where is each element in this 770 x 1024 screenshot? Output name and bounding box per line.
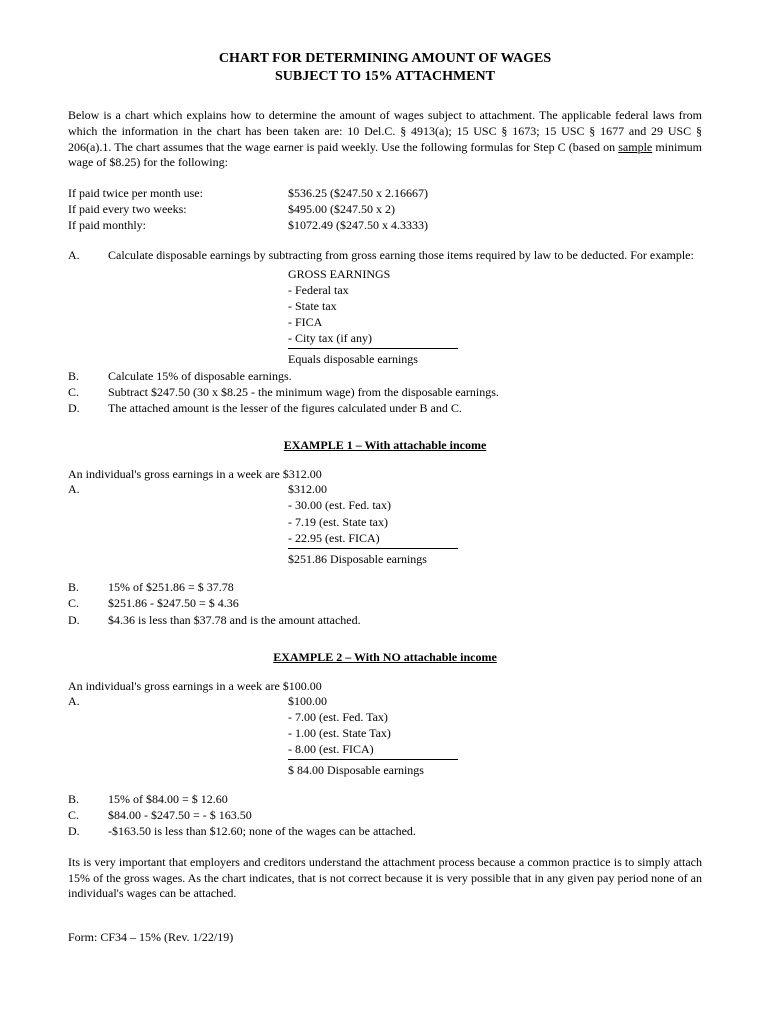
step-text: Subtract $247.50 (30 x $8.25 - the minim… [108, 384, 702, 400]
step-d: D. The attached amount is the lesser of … [68, 400, 702, 416]
example-2-steps: B. 15% of $84.00 = $ 12.60 C. $84.00 - $… [68, 791, 702, 840]
step-text: $4.36 is less than $37.78 and is the amo… [108, 612, 361, 628]
step-letter: C. [68, 384, 108, 400]
intro-text-1: Below is a chart which explains how to d… [68, 108, 702, 153]
horizontal-rule [288, 759, 458, 760]
step-letter: D. [68, 400, 108, 416]
example-2-title: EXAMPLE 2 – With NO attachable income [68, 650, 702, 665]
step-letter: C. [68, 595, 108, 611]
ex2-gross: $100.00 [288, 693, 702, 709]
deduction-item: - FICA [288, 314, 702, 330]
example-1-steps: B. 15% of $251.86 = $ 37.78 C. $251.86 -… [68, 579, 702, 628]
step-letter: C. [68, 807, 108, 823]
step-text: $84.00 - $247.50 = - $ 163.50 [108, 807, 252, 823]
step-letter: A. [68, 694, 108, 709]
formula-label: If paid twice per month use: [68, 185, 288, 201]
deductions-result: Equals disposable earnings [288, 351, 702, 367]
example-2-intro: An individual's gross earnings in a week… [68, 679, 702, 694]
horizontal-rule [288, 348, 458, 349]
step-text: 15% of $251.86 = $ 37.78 [108, 579, 234, 595]
step-a: A. Calculate disposable earnings by subt… [68, 247, 702, 263]
step-letter: D. [68, 612, 108, 628]
ex2-result: $ 84.00 Disposable earnings [288, 762, 702, 778]
intro-sample-word: sample [618, 140, 652, 154]
example-1-calc: $312.00 - 30.00 (est. Fed. tax) - 7.19 (… [288, 481, 702, 567]
ex2-item: - 7.00 (est. Fed. Tax) [288, 709, 702, 725]
step-letter: B. [68, 368, 108, 384]
step-letter: A. [68, 247, 108, 263]
ex2-step-b: B. 15% of $84.00 = $ 12.60 [68, 791, 702, 807]
deduction-item: - City tax (if any) [288, 330, 702, 346]
steps-section: A. Calculate disposable earnings by subt… [68, 247, 702, 416]
title-line-2: SUBJECT TO 15% ATTACHMENT [68, 68, 702, 86]
step-letter: D. [68, 823, 108, 839]
formula-label: If paid every two weeks: [68, 201, 288, 217]
step-letter: A. [68, 482, 108, 497]
ex1-item: - 22.95 (est. FICA) [288, 530, 702, 546]
deduction-item: - Federal tax [288, 282, 702, 298]
formula-value: $536.25 ($247.50 x 2.16667) [288, 185, 428, 201]
formula-row: If paid every two weeks: $495.00 ($247.5… [68, 201, 702, 217]
ex1-gross: $312.00 [288, 481, 702, 497]
intro-paragraph: Below is a chart which explains how to d… [68, 108, 702, 170]
step-text: Calculate disposable earnings by subtrac… [108, 247, 702, 263]
step-text: $251.86 - $247.50 = $ 4.36 [108, 595, 239, 611]
step-text: -$163.50 is less than $12.60; none of th… [108, 823, 416, 839]
step-letter: B. [68, 791, 108, 807]
formula-label: If paid monthly: [68, 217, 288, 233]
step-text: The attached amount is the lesser of the… [108, 400, 702, 416]
ex2-step-c: C. $84.00 - $247.50 = - $ 163.50 [68, 807, 702, 823]
step-text: Calculate 15% of disposable earnings. [108, 368, 702, 384]
document-title: CHART FOR DETERMINING AMOUNT OF WAGES SU… [68, 50, 702, 86]
horizontal-rule [288, 548, 458, 549]
ex1-step-b: B. 15% of $251.86 = $ 37.78 [68, 579, 702, 595]
ex1-result: $251.86 Disposable earnings [288, 551, 702, 567]
ex2-item: - 8.00 (est. FICA) [288, 741, 702, 757]
ex1-step-d: D. $4.36 is less than $37.78 and is the … [68, 612, 702, 628]
formula-row: If paid twice per month use: $536.25 ($2… [68, 185, 702, 201]
example-2-calc: $100.00 - 7.00 (est. Fed. Tax) - 1.00 (e… [288, 693, 702, 779]
ex1-item: - 30.00 (est. Fed. tax) [288, 497, 702, 513]
formula-row: If paid monthly: $1072.49 ($247.50 x 4.3… [68, 217, 702, 233]
step-text: 15% of $84.00 = $ 12.60 [108, 791, 228, 807]
formula-value: $1072.49 ($247.50 x 4.3333) [288, 217, 428, 233]
step-b: B. Calculate 15% of disposable earnings. [68, 368, 702, 384]
ex1-item: - 7.19 (est. State tax) [288, 514, 702, 530]
closing-paragraph: Its is very important that employers and… [68, 855, 702, 902]
formula-value: $495.00 ($247.50 x 2) [288, 201, 395, 217]
deduction-item: - State tax [288, 298, 702, 314]
gross-earnings-header: GROSS EARNINGS [288, 266, 702, 282]
formula-list: If paid twice per month use: $536.25 ($2… [68, 185, 702, 234]
example-1-intro: An individual's gross earnings in a week… [68, 467, 702, 482]
step-c: C. Subtract $247.50 (30 x $8.25 - the mi… [68, 384, 702, 400]
ex1-step-c: C. $251.86 - $247.50 = $ 4.36 [68, 595, 702, 611]
form-footer: Form: CF34 – 15% (Rev. 1/22/19) [68, 930, 702, 945]
example-1-title: EXAMPLE 1 – With attachable income [68, 438, 702, 453]
document-page: CHART FOR DETERMINING AMOUNT OF WAGES SU… [0, 0, 770, 975]
step-letter: B. [68, 579, 108, 595]
ex2-item: - 1.00 (est. State Tax) [288, 725, 702, 741]
title-line-1: CHART FOR DETERMINING AMOUNT OF WAGES [68, 50, 702, 68]
deductions-block: GROSS EARNINGS - Federal tax - State tax… [288, 266, 702, 368]
ex2-step-d: D. -$163.50 is less than $12.60; none of… [68, 823, 702, 839]
